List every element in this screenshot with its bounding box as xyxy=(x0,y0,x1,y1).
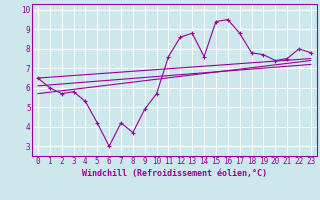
X-axis label: Windchill (Refroidissement éolien,°C): Windchill (Refroidissement éolien,°C) xyxy=(82,169,267,178)
